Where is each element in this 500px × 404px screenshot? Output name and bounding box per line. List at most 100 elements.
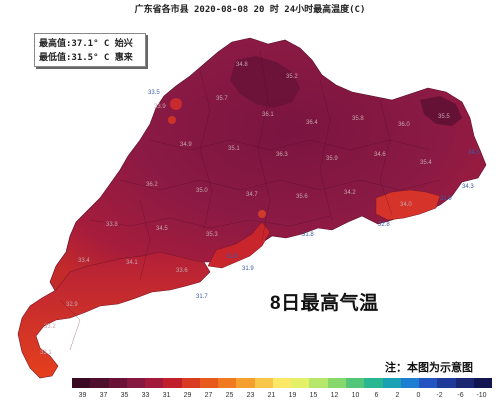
stats-box: 最高值:37.1° C 始兴 最低值:31.5° C 惠来 bbox=[34, 33, 146, 67]
legend-swatch bbox=[364, 378, 383, 388]
max-city: 始兴 bbox=[114, 39, 133, 49]
map-value: 34.9 bbox=[180, 142, 192, 148]
legend-tick: 29 bbox=[183, 392, 192, 399]
legend-tick: 2 bbox=[395, 392, 400, 399]
legend-swatch bbox=[254, 378, 273, 388]
map-value: 35.1 bbox=[228, 146, 240, 152]
map-value: 35.9 bbox=[326, 156, 338, 162]
min-value: 31.5° C bbox=[71, 53, 110, 63]
map-value: 33.4 bbox=[78, 258, 90, 264]
map-value: 34.7 bbox=[246, 192, 258, 198]
coast-value: 31.7 bbox=[196, 294, 208, 300]
color-legend: 39 37 35 33 31 29 27 25 23 21 19 15 12 10 6 2 0 -2 -6 -10 bbox=[72, 378, 493, 404]
legend-swatch bbox=[473, 378, 493, 388]
map-value: 34.8 bbox=[236, 62, 248, 68]
coast-value: 31.8 bbox=[226, 254, 238, 260]
legend-swatch bbox=[72, 378, 91, 388]
legend-swatch bbox=[108, 378, 127, 388]
map-value: 32.9 bbox=[66, 302, 78, 308]
coast-value: 34.5 bbox=[468, 150, 480, 156]
max-value: 37.1° C bbox=[71, 39, 110, 49]
coast-value: 31.9 bbox=[440, 196, 452, 202]
legend-tick: -6 bbox=[457, 392, 464, 399]
legend-swatch bbox=[126, 378, 146, 388]
legend-tick: 23 bbox=[246, 392, 255, 399]
legend-tick: 31 bbox=[162, 392, 171, 399]
map-value: 36.4 bbox=[306, 120, 318, 126]
map-value: 36.2 bbox=[146, 182, 158, 188]
land-east-dark bbox=[420, 96, 462, 126]
legend-swatch bbox=[437, 378, 456, 388]
map-value: 35.2 bbox=[286, 74, 298, 80]
map-value: 33.9 bbox=[154, 104, 166, 110]
min-label: 最低值: bbox=[39, 53, 72, 63]
legend-bar bbox=[72, 378, 493, 388]
map-value: 36.3 bbox=[276, 152, 288, 158]
legend-swatch bbox=[163, 378, 182, 388]
legend-swatch bbox=[236, 378, 255, 388]
legend-swatch bbox=[90, 378, 109, 388]
legend-swatch bbox=[419, 378, 438, 388]
legend-swatch bbox=[455, 378, 474, 388]
map-value: 36.0 bbox=[398, 122, 410, 128]
legend-ticks: 39 37 35 33 31 29 27 25 23 21 19 15 12 10 6 2 0 -2 -6 -10 bbox=[72, 392, 492, 404]
coast-value: 34.3 bbox=[462, 184, 474, 190]
map-value: 33.8 bbox=[106, 222, 118, 228]
legend-tick: 10 bbox=[351, 392, 360, 399]
legend-tick: -10 bbox=[476, 392, 487, 399]
map-value: 35.8 bbox=[352, 116, 364, 122]
min-row: 最低值:31.5° C 惠来 bbox=[39, 51, 145, 65]
legend-tick: 37 bbox=[99, 392, 108, 399]
map-value: 35.6 bbox=[296, 194, 308, 200]
note-label: 注：本图为示意图 bbox=[385, 362, 473, 374]
map-value: 34.5 bbox=[156, 226, 168, 232]
legend-swatch bbox=[345, 378, 365, 388]
map-value: 35.4 bbox=[420, 160, 432, 166]
legend-swatch bbox=[199, 378, 219, 388]
legend-tick: 27 bbox=[204, 392, 213, 399]
legend-tick: 25 bbox=[225, 392, 234, 399]
headline-label: 8日最高气温 bbox=[270, 293, 379, 314]
legend-swatch bbox=[400, 378, 420, 388]
map-value: 34.0 bbox=[400, 202, 412, 208]
legend-tick: 35 bbox=[120, 392, 129, 399]
county-boundaries bbox=[59, 49, 441, 351]
max-row: 最高值:37.1° C 始兴 bbox=[39, 37, 145, 51]
legend-tick: 39 bbox=[78, 392, 87, 399]
max-label: 最高值: bbox=[39, 39, 72, 49]
map-value: 34.2 bbox=[344, 190, 356, 196]
land-east-coast bbox=[375, 189, 441, 221]
legend-tick: -2 bbox=[436, 392, 443, 399]
map-value: 33.2 bbox=[44, 324, 56, 330]
coast-value: 32.8 bbox=[378, 222, 390, 228]
legend-tick: 0 bbox=[416, 392, 421, 399]
coast-value: 33.5 bbox=[148, 90, 160, 96]
legend-swatch bbox=[218, 378, 237, 388]
legend-swatch bbox=[145, 378, 164, 388]
legend-tick: 19 bbox=[288, 392, 297, 399]
land-southwest bbox=[17, 251, 211, 379]
legend-swatch bbox=[309, 378, 328, 388]
map-value: 35.0 bbox=[196, 188, 208, 194]
legend-swatch bbox=[291, 378, 310, 388]
coast-value: 31.9 bbox=[242, 266, 254, 272]
map-value: 33.6 bbox=[176, 268, 188, 274]
map-value: 33.1 bbox=[40, 350, 52, 356]
land-south-coast bbox=[207, 221, 271, 269]
legend-tick: 15 bbox=[309, 392, 318, 399]
min-city: 惠来 bbox=[114, 53, 133, 63]
legend-tick: 21 bbox=[267, 392, 276, 399]
map-value: 35.3 bbox=[206, 232, 218, 238]
legend-swatch bbox=[272, 378, 292, 388]
legend-swatch bbox=[181, 378, 200, 388]
legend-swatch bbox=[382, 378, 401, 388]
map-value: 35.5 bbox=[438, 114, 450, 120]
coast-value: 31.8 bbox=[302, 232, 314, 238]
legend-swatch bbox=[327, 378, 346, 388]
legend-tick: 12 bbox=[330, 392, 339, 399]
map-value: 34.1 bbox=[126, 260, 138, 266]
map-value: 35.7 bbox=[216, 96, 228, 102]
legend-tick: 6 bbox=[374, 392, 379, 399]
